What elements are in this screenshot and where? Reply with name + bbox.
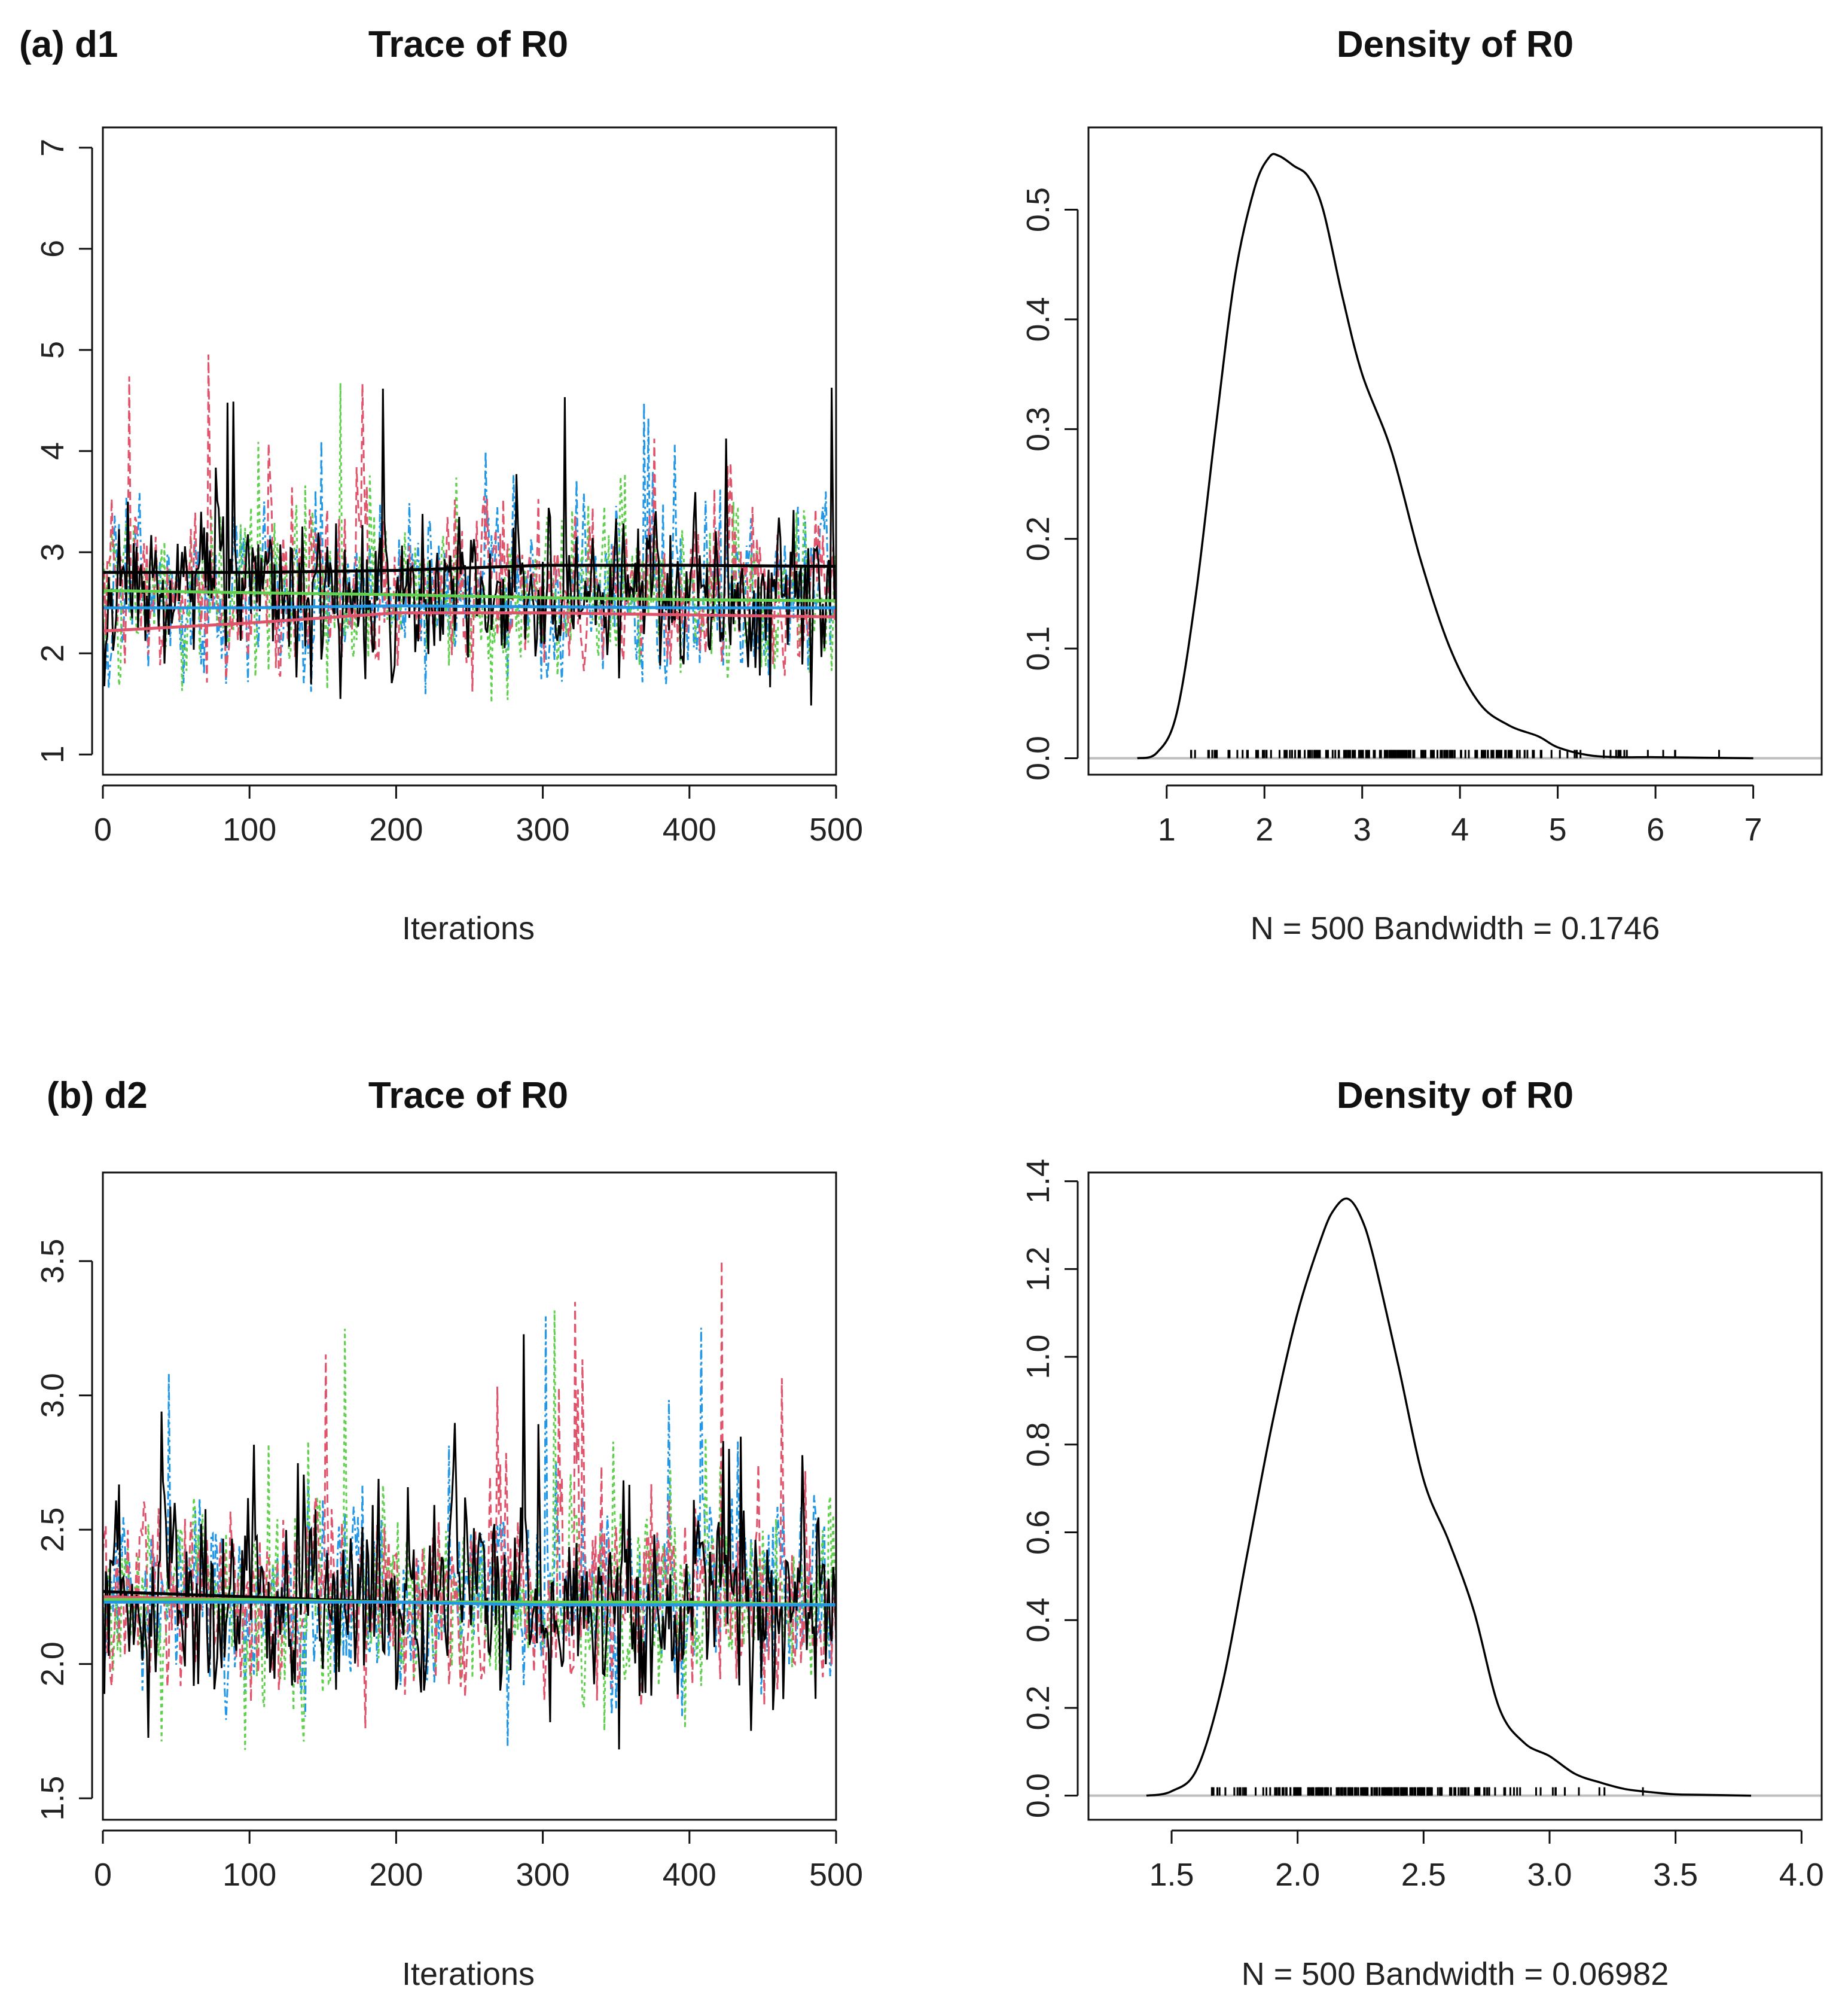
y-tick-label: 0.0 <box>1020 736 1056 781</box>
x-tick-label: 6 <box>1646 812 1664 848</box>
x-tick-label: 2 <box>1255 812 1273 848</box>
x-tick-label: 5 <box>1549 812 1567 848</box>
density-curve <box>1146 1197 1752 1797</box>
y-tick-label: 0.4 <box>1020 1598 1056 1643</box>
x-tick-label: 2.5 <box>1401 1857 1446 1893</box>
x-tick-label: 3.5 <box>1653 1857 1698 1893</box>
trace-chain-3 <box>102 1310 837 1750</box>
trace-a-frame <box>102 126 837 776</box>
x-tick-label: 300 <box>516 1857 570 1893</box>
density-b-marks <box>1088 1197 1822 1797</box>
trace-b-xlabel: Iterations <box>402 1956 535 1992</box>
running-mean-chain-4 <box>103 604 836 610</box>
y-tick-label: 7 <box>35 139 71 157</box>
density-b-axes: 1.5 2.0 2.5 3.0 3.5 4.0 0.0 0.2 0.4 0.6 0.8 1.0 1.2 1… <box>1020 1159 1824 1893</box>
panel-a-label: (a) d1 <box>19 24 118 65</box>
y-tick-label: 0.6 <box>1020 1510 1056 1555</box>
x-tick-label: 2.0 <box>1275 1857 1320 1893</box>
y-tick-label: 4 <box>35 442 71 460</box>
density-a-title: Density of R0 <box>1337 24 1573 65</box>
trace-b-frame <box>102 1171 837 1821</box>
x-tick-label: 400 <box>663 812 716 848</box>
density-b-frame <box>1087 1171 1823 1821</box>
density-a-marks <box>1088 153 1822 760</box>
y-tick-label: 0.4 <box>1020 297 1056 342</box>
trace-chain-1 <box>102 1334 837 1750</box>
y-tick-label: 1 <box>35 745 71 763</box>
running-mean-chain-3 <box>102 589 837 602</box>
density-a-frame <box>1087 126 1823 776</box>
density-chart-a: Density of R0 1 2 3 4 5 6 70.00.10.20.30.40.5 … <box>1020 24 1823 946</box>
y-tick-label: 2.0 <box>35 1642 71 1686</box>
x-tick-label: 1 <box>1158 812 1176 848</box>
trace-a-axes: 0 100 200 300 400 500 1 2 3 4 5 6 7 <box>35 139 863 848</box>
y-tick-label: 0.8 <box>1020 1422 1056 1467</box>
trace-b-title: Trace of R0 <box>368 1075 568 1116</box>
running-mean-chain-2 <box>102 611 837 633</box>
y-tick-label: 1.0 <box>1020 1335 1056 1379</box>
x-tick-label: 300 <box>516 812 570 848</box>
y-tick-label: 0.3 <box>1020 407 1056 452</box>
y-tick-label: 5 <box>35 341 71 359</box>
x-tick-label: 1.5 <box>1149 1857 1194 1893</box>
y-tick-label: 6 <box>35 240 71 258</box>
y-tick-label: 0.0 <box>1020 1773 1056 1818</box>
x-tick-label: 3.0 <box>1527 1857 1572 1893</box>
y-tick-label: 1.5 <box>35 1776 71 1821</box>
trace-chain-4 <box>102 1316 837 1746</box>
running-mean-chain-1 <box>103 564 837 574</box>
y-tick-label: 3.5 <box>35 1239 71 1284</box>
x-tick-label: 200 <box>369 1857 423 1893</box>
x-tick-label: 400 <box>663 1857 716 1893</box>
trace-chart-a: Trace of R0 0 100 200 300 400 500 1 2 3 4 5 6 7 Iter… <box>35 24 863 946</box>
y-tick-label: 1.4 <box>1020 1159 1056 1204</box>
x-tick-label: 4 <box>1451 812 1469 848</box>
x-tick-label: 200 <box>369 812 423 848</box>
x-tick-label: 7 <box>1745 812 1762 848</box>
y-tick-label: 0.2 <box>1020 1685 1056 1730</box>
x-tick-label: 3 <box>1353 812 1371 848</box>
trace-b-axes: 0 100 200 300 400 500 1.5 2.0 2.5 3.0 3.5 <box>35 1239 863 1893</box>
x-tick-label: 500 <box>809 1857 863 1893</box>
y-tick-label: 2 <box>35 644 71 662</box>
x-tick-label: 500 <box>809 812 863 848</box>
y-tick-label: 1.2 <box>1020 1247 1056 1292</box>
trace-chain-1 <box>102 388 837 706</box>
x-tick-label: 0 <box>94 1857 112 1893</box>
density-a-axes: 1 2 3 4 5 6 7 0.0 0.1 0.2 0.3 0.4 0.5 <box>1020 187 1762 848</box>
y-tick-label: 0.5 <box>1020 187 1056 232</box>
density-curve <box>1137 153 1754 760</box>
density-chart-b: Density of R0 1.5 2.0 2.5 3.0 3.5 4.0 0.0 0.2 0.… <box>1020 1075 1824 1992</box>
x-tick-label: 4.0 <box>1779 1857 1824 1893</box>
trace-a-xlabel: Iterations <box>402 910 535 946</box>
x-tick-label: 100 <box>222 812 276 848</box>
x-tick-label: 0 <box>94 812 112 848</box>
y-tick-label: 2.5 <box>35 1508 71 1552</box>
density-a-xlabel: N = 500 Bandwidth = 0.1746 <box>1251 910 1660 946</box>
density-b-xlabel: N = 500 Bandwidth = 0.06982 <box>1242 1956 1669 1992</box>
y-tick-label: 3.0 <box>35 1373 71 1418</box>
trace-a-marks <box>102 354 837 706</box>
trace-chain-2 <box>102 1260 837 1729</box>
trace-chart-b: Trace of R0 0 100 200 300 400 500 1.5 2.0 2.5 3.0… <box>35 1075 863 1992</box>
density-b-title: Density of R0 <box>1337 1075 1573 1116</box>
x-tick-label: 100 <box>222 1857 276 1893</box>
y-tick-label: 0.2 <box>1020 516 1056 561</box>
trace-b-marks <box>102 1260 837 1750</box>
running-mean-chain-4 <box>103 1600 836 1607</box>
y-tick-label: 3 <box>35 543 71 561</box>
y-tick-label: 0.1 <box>1020 626 1056 671</box>
trace-a-title: Trace of R0 <box>368 24 568 65</box>
panel-b-label: (b) d2 <box>47 1075 148 1116</box>
